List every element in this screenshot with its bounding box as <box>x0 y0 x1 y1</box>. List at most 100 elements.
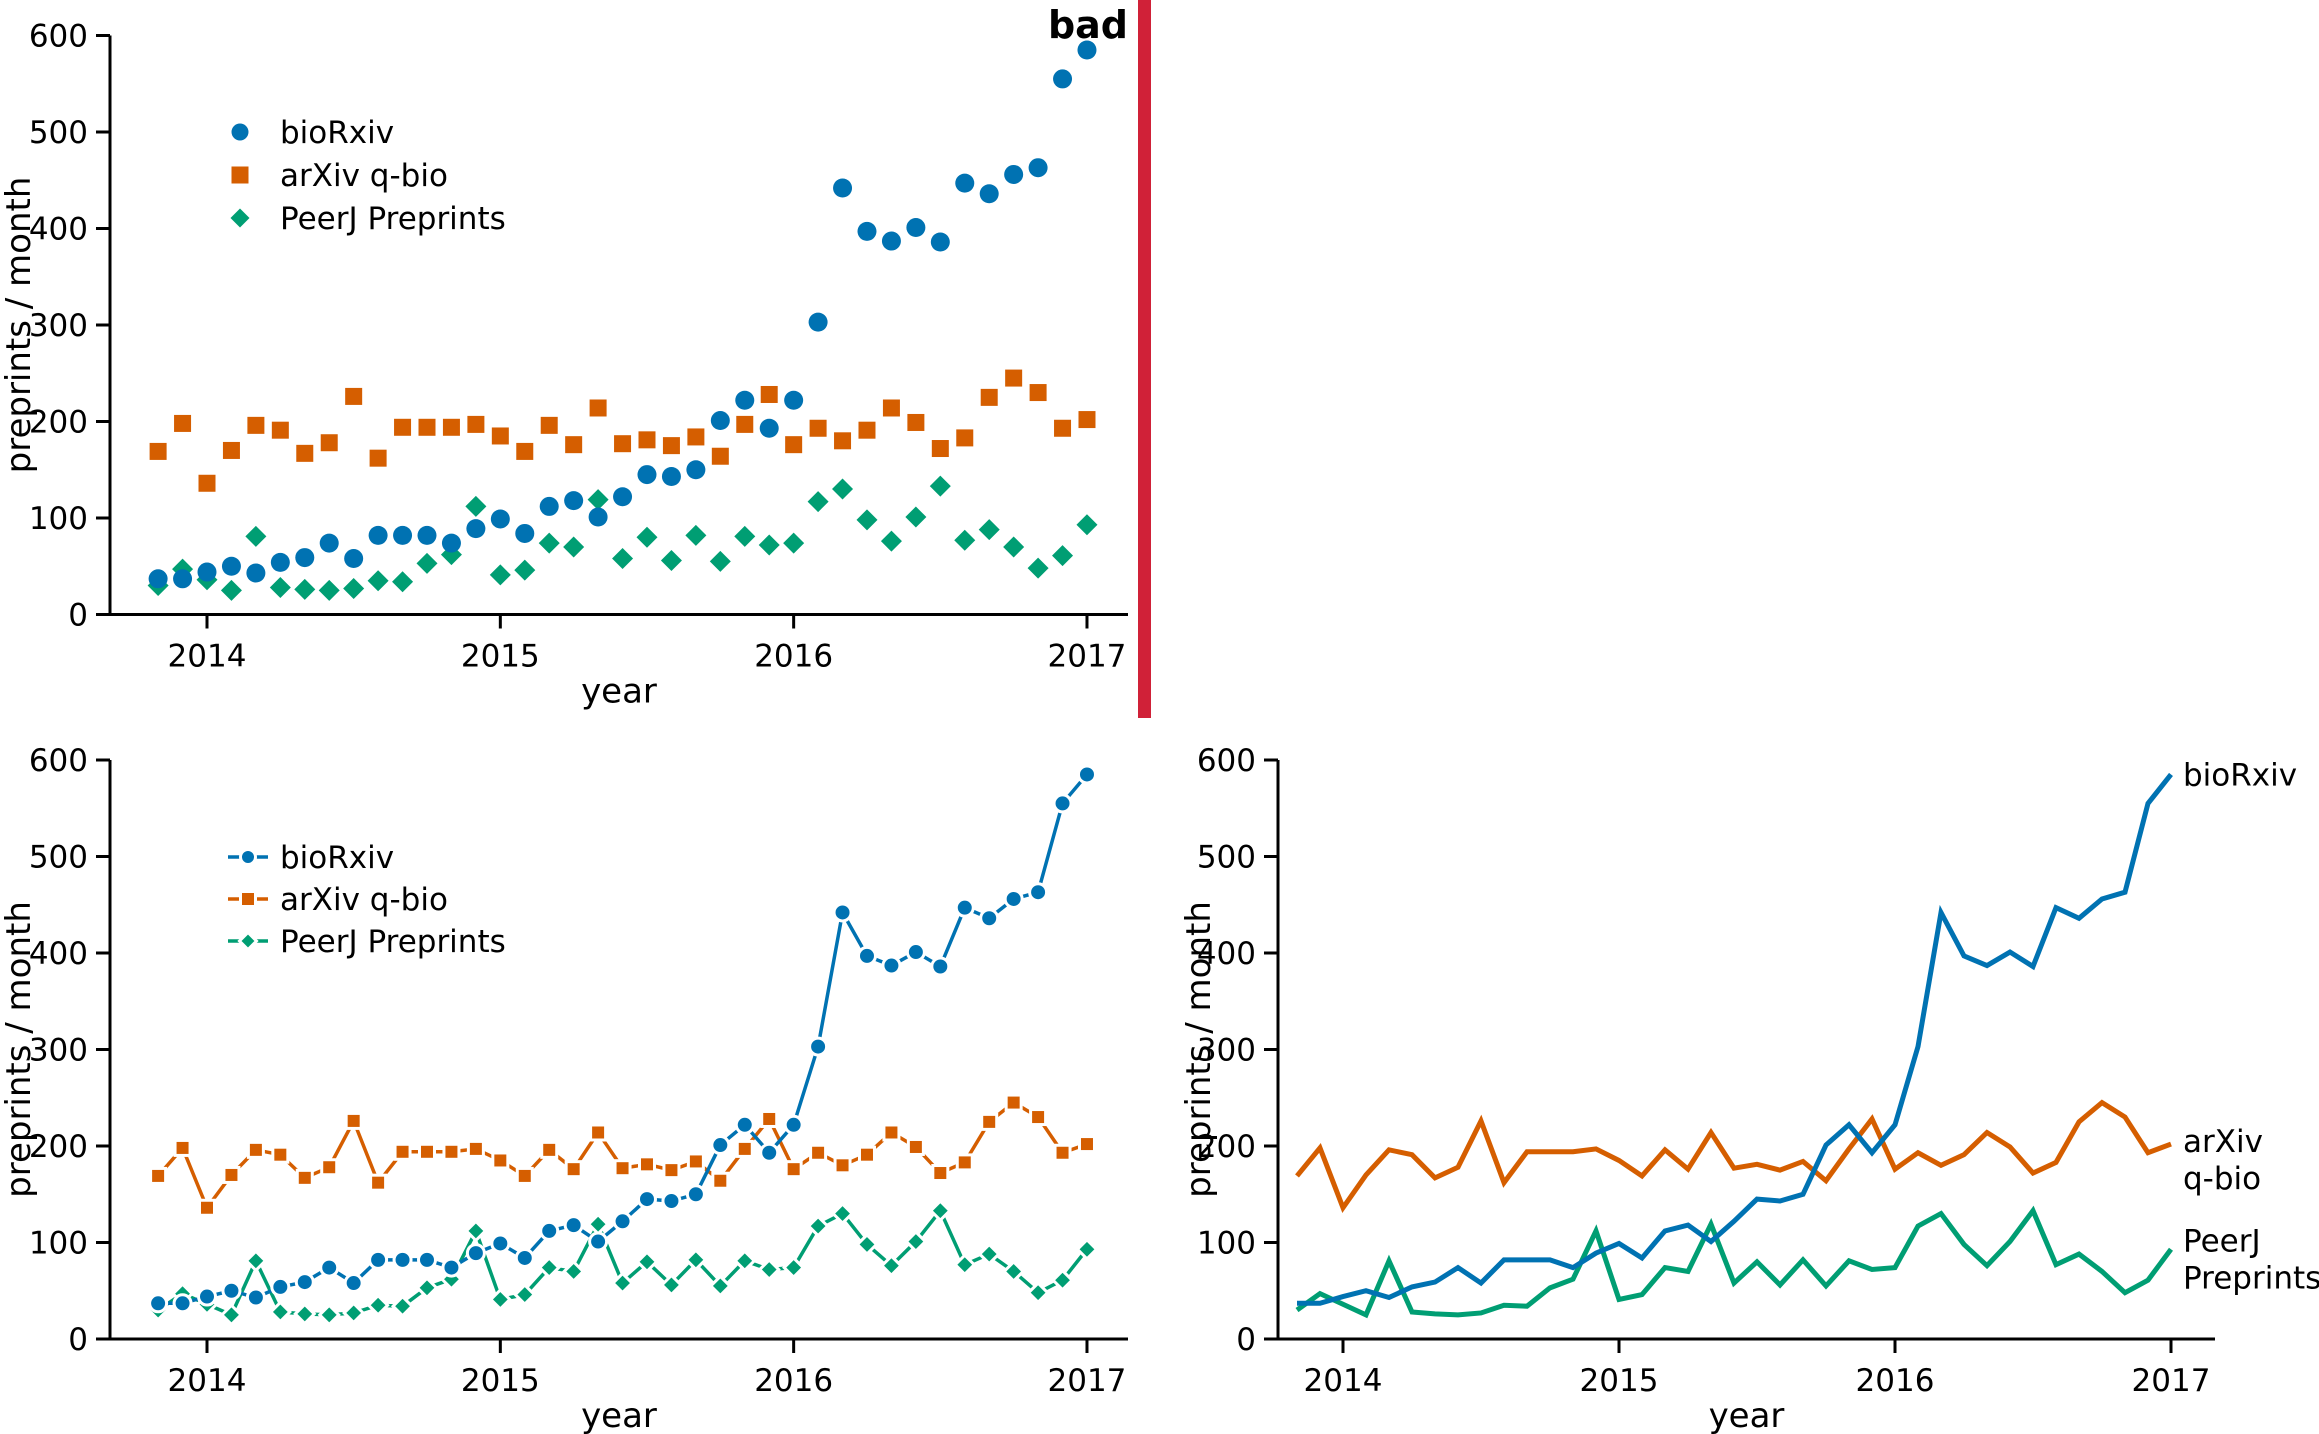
data-point <box>906 1137 925 1156</box>
data-point <box>237 930 259 952</box>
data-point <box>564 1160 583 1179</box>
data-point <box>588 1231 609 1252</box>
chart-bottom-right: 0 100 200 300 400 500 600 2014 2015 2016 2017 year p… <box>1180 743 2319 1434</box>
data-point <box>293 1302 317 1326</box>
data-point <box>239 848 257 866</box>
data-point <box>342 1301 366 1325</box>
data-point <box>540 1140 559 1159</box>
data-point <box>173 569 193 589</box>
data-point <box>515 523 535 543</box>
data-point <box>490 1233 511 1254</box>
data-point <box>1028 158 1048 178</box>
data-point <box>636 526 658 548</box>
x-tick-label: 2014 <box>1304 1363 1383 1399</box>
data-point <box>294 578 316 600</box>
y-tick-label: 0 <box>68 1322 88 1358</box>
legend-label: arXiv q-bio <box>280 158 448 194</box>
data-point <box>268 1300 292 1324</box>
data-point <box>564 491 584 511</box>
data-point <box>735 1139 754 1158</box>
y-axis-title: preprints / month <box>1180 901 1219 1198</box>
data-point <box>980 1112 999 1131</box>
y-tick-label: 600 <box>29 743 88 779</box>
legend: bioRxiv arXiv q-bio PeerJ Preprints <box>230 115 506 237</box>
y-tick-label: 100 <box>29 501 88 537</box>
data-point <box>245 1287 266 1308</box>
data-point <box>368 1249 389 1270</box>
data-point <box>244 1249 268 1273</box>
data-point <box>1052 793 1073 814</box>
data-point <box>320 434 338 452</box>
panel-lines-direct-labels: 0 100 200 300 400 500 600 2014 2015 2016 2017 year p… <box>1180 720 2319 1434</box>
data-point <box>930 956 951 977</box>
data-point <box>880 530 902 552</box>
data-point <box>149 1166 168 1185</box>
data-point <box>612 548 634 570</box>
data-point <box>635 1250 659 1274</box>
data-point <box>416 552 438 574</box>
data-point <box>589 1123 608 1142</box>
legend-item-arxiv: arXiv q-bio <box>228 882 448 918</box>
data-point <box>343 577 365 599</box>
data-point <box>149 442 167 460</box>
panel-dots-and-lines: 0 100 200 300 400 500 600 2014 2015 2016 2017 year p… <box>0 720 1180 1434</box>
data-point <box>539 1220 560 1241</box>
data-point <box>1053 1143 1072 1162</box>
data-point <box>1027 557 1049 579</box>
y-tick-label: 600 <box>29 19 88 55</box>
data-point <box>809 1143 828 1162</box>
data-point <box>589 399 607 417</box>
data-point <box>586 1212 610 1236</box>
data-point <box>757 1257 781 1282</box>
data-point <box>221 556 241 576</box>
data-point <box>1004 164 1024 184</box>
data-point <box>563 536 585 558</box>
data-point <box>760 1109 779 1128</box>
legend-label: PeerJ Preprints <box>280 924 506 960</box>
data-point <box>418 418 436 436</box>
data-point <box>856 945 877 966</box>
data-point <box>514 1247 535 1268</box>
data-point <box>173 1138 192 1157</box>
data-point <box>953 1253 977 1277</box>
data-point <box>759 1142 780 1163</box>
data-point <box>466 1139 485 1158</box>
series-line <box>1295 1099 2172 1214</box>
data-point <box>928 1199 952 1223</box>
series-biorxiv <box>148 40 1097 589</box>
data-point <box>785 436 803 454</box>
stamp-bar <box>1138 0 1151 718</box>
data-point <box>612 1211 633 1232</box>
data-point <box>491 1151 510 1170</box>
data-point <box>979 184 999 204</box>
legend-item-biorxiv: bioRxiv <box>231 115 394 151</box>
data-point <box>587 489 609 511</box>
series-biorxiv <box>1297 772 2173 1306</box>
data-point <box>148 1293 169 1314</box>
data-point <box>230 208 250 228</box>
series-arxiv <box>1295 1099 2172 1214</box>
x-tick-label: 2016 <box>754 1363 833 1399</box>
data-point <box>565 436 583 454</box>
data-point <box>686 460 706 480</box>
data-point <box>978 519 1000 541</box>
data-point <box>857 221 877 241</box>
legend: bioRxiv arXiv q-bio PeerJ Preprints <box>228 840 506 960</box>
data-point <box>1029 384 1047 402</box>
series-line <box>1295 1205 2174 1319</box>
data-point <box>659 1273 684 1297</box>
data-point <box>1076 764 1097 785</box>
panel-scatter-bad: 0 100 200 300 400 500 600 2014 2015 2016 2017 year p… <box>0 0 1180 718</box>
legend-item-arxiv: arXiv q-bio <box>231 158 448 194</box>
x-axis-title: year <box>581 672 657 712</box>
data-point <box>1029 1108 1048 1127</box>
direct-label-arxiv: q-bio <box>2183 1161 2261 1197</box>
data-point <box>1003 536 1025 558</box>
data-point <box>1052 545 1074 567</box>
data-point <box>807 491 829 513</box>
data-point <box>784 390 804 410</box>
data-point <box>882 1123 901 1142</box>
data-point <box>760 385 778 403</box>
data-point <box>488 1287 512 1312</box>
